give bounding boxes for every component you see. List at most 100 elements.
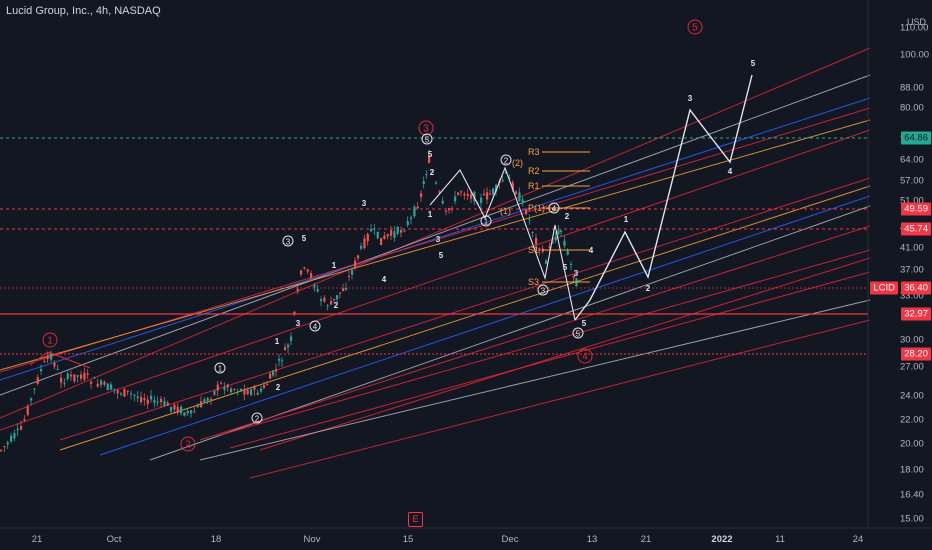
earnings-icon[interactable]: E: [408, 512, 423, 527]
candle-body: [210, 398, 213, 400]
candle-body: [116, 390, 119, 394]
candle-body: [90, 381, 93, 384]
candle-body: [146, 399, 149, 405]
wave-circle-label: [500, 154, 512, 166]
candle-body: [438, 191, 441, 193]
candle-body: [428, 155, 431, 163]
wave-number-label: 3: [296, 319, 301, 328]
candle-body: [330, 301, 333, 305]
candle-body: [96, 383, 99, 387]
candle-body: [46, 355, 49, 360]
wave-number-label: 1: [624, 215, 629, 224]
channel-line: [59, 177, 871, 441]
price-level-badge: 45.74: [901, 222, 931, 236]
candle-body: [403, 230, 406, 232]
price-tick-label: 80.00: [900, 102, 924, 114]
candle-body: [284, 347, 287, 351]
candle-body: [166, 402, 169, 406]
candle-body: [306, 269, 309, 272]
candle-body: [528, 219, 531, 221]
channel-line: [0, 47, 871, 419]
candle-body: [130, 393, 133, 395]
channel-line: [99, 195, 871, 456]
candle-body: [30, 398, 33, 401]
price-tick-label: 24.00: [900, 390, 924, 402]
candle-body: [457, 192, 460, 195]
candle-body: [223, 387, 226, 391]
candle-body: [370, 228, 373, 232]
candle-body: [13, 433, 16, 439]
candle-body: [323, 297, 326, 302]
wave-circle-text: 4: [313, 323, 318, 332]
candle-body: [390, 230, 393, 236]
candle-body: [413, 206, 416, 217]
candle-body: [554, 236, 557, 241]
candle-body: [143, 398, 146, 401]
candle-body: [483, 193, 486, 196]
price-tick-label: 110.00: [900, 22, 929, 34]
wave-projection: [29, 74, 753, 369]
candle-body: [156, 401, 159, 403]
candle-body: [300, 270, 303, 275]
date-tick-label: 2022: [711, 534, 733, 545]
candle-body: [260, 388, 263, 392]
candle-body: [36, 377, 39, 384]
candle-body: [40, 369, 43, 372]
wave-number-label: 1: [275, 337, 280, 346]
wave-circle-label: [537, 284, 549, 296]
channel-line: [0, 97, 871, 381]
date-tick-label: 11: [775, 534, 785, 545]
candle-body: [420, 193, 423, 198]
candle-body: [200, 401, 203, 408]
channel-line: [0, 119, 871, 371]
wave-number-label: 5: [302, 234, 307, 243]
candle-body: [80, 374, 83, 379]
date-axis[interactable]: 21 Oct 18 Nov 15 Dec 13 21 2022 11 24: [0, 530, 932, 550]
candle-body: [140, 396, 143, 403]
candle-body: [357, 255, 360, 259]
candle-body: [133, 394, 136, 396]
candle-body: [213, 390, 216, 395]
candle-body: [16, 428, 19, 431]
price-tick-label: 64.00: [900, 154, 924, 166]
candle-body: [26, 406, 29, 415]
date-tick-label: 21: [31, 534, 43, 545]
candle-body: [230, 388, 233, 393]
wave-circle-text: 2: [504, 157, 509, 166]
chart-title: Lucid Group, Inc., 4h, NASDAQ: [6, 5, 161, 17]
channel-line: [0, 74, 871, 396]
wave-circle-text: 3: [541, 287, 546, 296]
date-tick-label: Dec: [501, 534, 519, 545]
candle-body: [0, 449, 3, 451]
candle-body: [50, 353, 53, 360]
wave-number-label: 2: [565, 212, 570, 221]
candle-body: [422, 181, 425, 184]
last-price-badge: 36.40: [901, 281, 931, 295]
candle-body: [508, 177, 511, 179]
candle-body: [296, 288, 299, 291]
wave-number-label: 4: [589, 246, 594, 255]
candle-body: [495, 185, 498, 192]
candle-body: [515, 191, 518, 194]
candle-body: [216, 384, 219, 391]
wave-number-label: 2: [646, 284, 651, 293]
candle-body: [120, 393, 123, 395]
candle-body: [240, 388, 243, 392]
candle-body: [448, 208, 451, 211]
wave-number-label: 2: [334, 301, 339, 310]
candle-body: [410, 217, 413, 219]
wave-circle-text: 1: [218, 365, 223, 374]
wave-number-label: 2: [276, 383, 281, 392]
date-tick-label: 15: [402, 534, 414, 545]
candlesticks: [0, 149, 578, 453]
candle-body: [492, 188, 495, 195]
candle-body: [511, 182, 514, 190]
price-axis[interactable]: USD 110.00100.0088.0080.0072.0064.0057.0…: [868, 0, 932, 528]
projection-path: [574, 74, 753, 321]
pivot-label: R1: [528, 181, 540, 191]
wave-number-label: 5: [428, 150, 433, 159]
candle-body: [501, 180, 504, 182]
candle-body: [557, 230, 560, 234]
wave-circle-label: [214, 362, 226, 374]
